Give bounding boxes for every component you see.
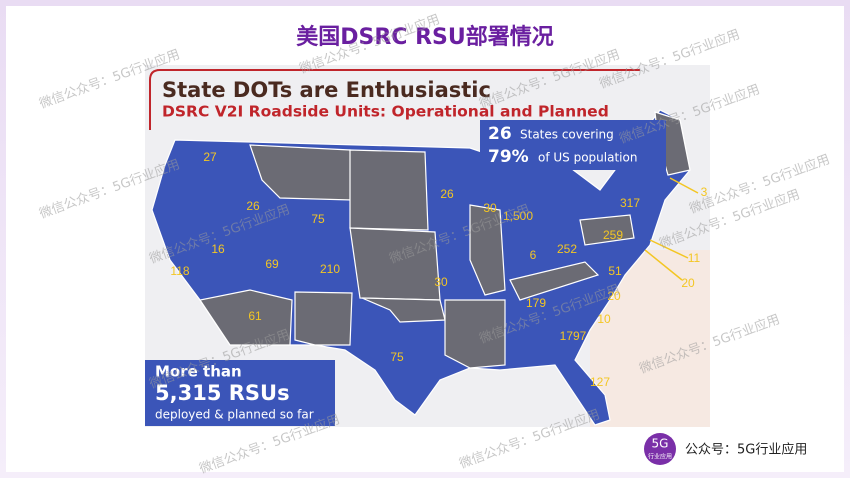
state-label: 75: [390, 350, 404, 364]
state-gray: [294, 291, 353, 346]
state-label: 26: [246, 199, 260, 213]
header-rule: [149, 69, 640, 130]
state-label: 20: [681, 276, 695, 290]
state-label: 3: [701, 185, 708, 199]
coverage-box: [480, 120, 666, 170]
state-gray: [444, 299, 506, 369]
state-gray: [579, 214, 635, 246]
state-label: 1797: [560, 329, 587, 343]
state-label: 75: [311, 212, 325, 226]
total-count: 5,315 RSUs: [155, 381, 290, 405]
state-label: 6: [530, 248, 537, 262]
state-label: 259: [603, 228, 623, 242]
state-label: 1,500: [503, 209, 533, 223]
slide-heading: State DOTs are Enthusiastic: [162, 78, 491, 102]
page-title: 美国DSRC RSU部署情况: [296, 24, 554, 50]
coverage-states: 26: [488, 124, 512, 144]
coverage-population: 79%: [488, 147, 529, 167]
state-label: 210: [320, 262, 340, 276]
pointer-lines: [644, 177, 699, 281]
state-gray: [361, 297, 446, 323]
state-label: 30: [483, 201, 497, 215]
total-prefix: More than: [155, 363, 242, 381]
coverage-states-text: States covering: [520, 128, 614, 142]
state-label: 61: [248, 309, 262, 323]
logo-badge: [644, 433, 676, 465]
total-box: [145, 360, 335, 426]
state-label: 27: [203, 150, 217, 164]
state-label: 11: [688, 251, 701, 265]
state-gray: [199, 289, 293, 346]
state-label: 26: [440, 187, 454, 201]
logo-badge-text: 5G: [652, 437, 669, 451]
logo-account: 公众号：5G行业应用: [685, 442, 807, 458]
state-label: 317: [620, 196, 640, 210]
state-label: 252: [557, 242, 577, 256]
state-gray: [349, 149, 429, 231]
state-gray: [509, 261, 600, 301]
state-label: 127: [590, 375, 610, 389]
state-label: 30: [434, 275, 448, 289]
pointer: [669, 177, 699, 194]
state-label: 16: [211, 242, 225, 256]
logo-badge-sub: 行业应用: [648, 453, 672, 461]
state-label: 179: [526, 296, 546, 310]
pointer: [649, 239, 689, 259]
state-label: 51: [608, 264, 622, 278]
state-gray: [469, 204, 506, 296]
state-gray: [249, 144, 353, 201]
pointer: [644, 249, 683, 281]
state-label: 69: [265, 257, 279, 271]
total-suffix: deployed & planned so far: [155, 408, 314, 422]
us-map: [151, 109, 691, 426]
coverage-population-text: of US population: [538, 151, 637, 165]
state-label: 20: [607, 289, 621, 303]
state-label: 118: [170, 264, 189, 278]
state-label: 10: [597, 312, 611, 326]
slide-subheading: DSRC V2I Roadside Units: Operational and…: [162, 103, 609, 121]
state-labels: 27 26 75 16 118 69 210 61 26 30 1,500 6 252 317 259 51 2…: [170, 150, 707, 389]
